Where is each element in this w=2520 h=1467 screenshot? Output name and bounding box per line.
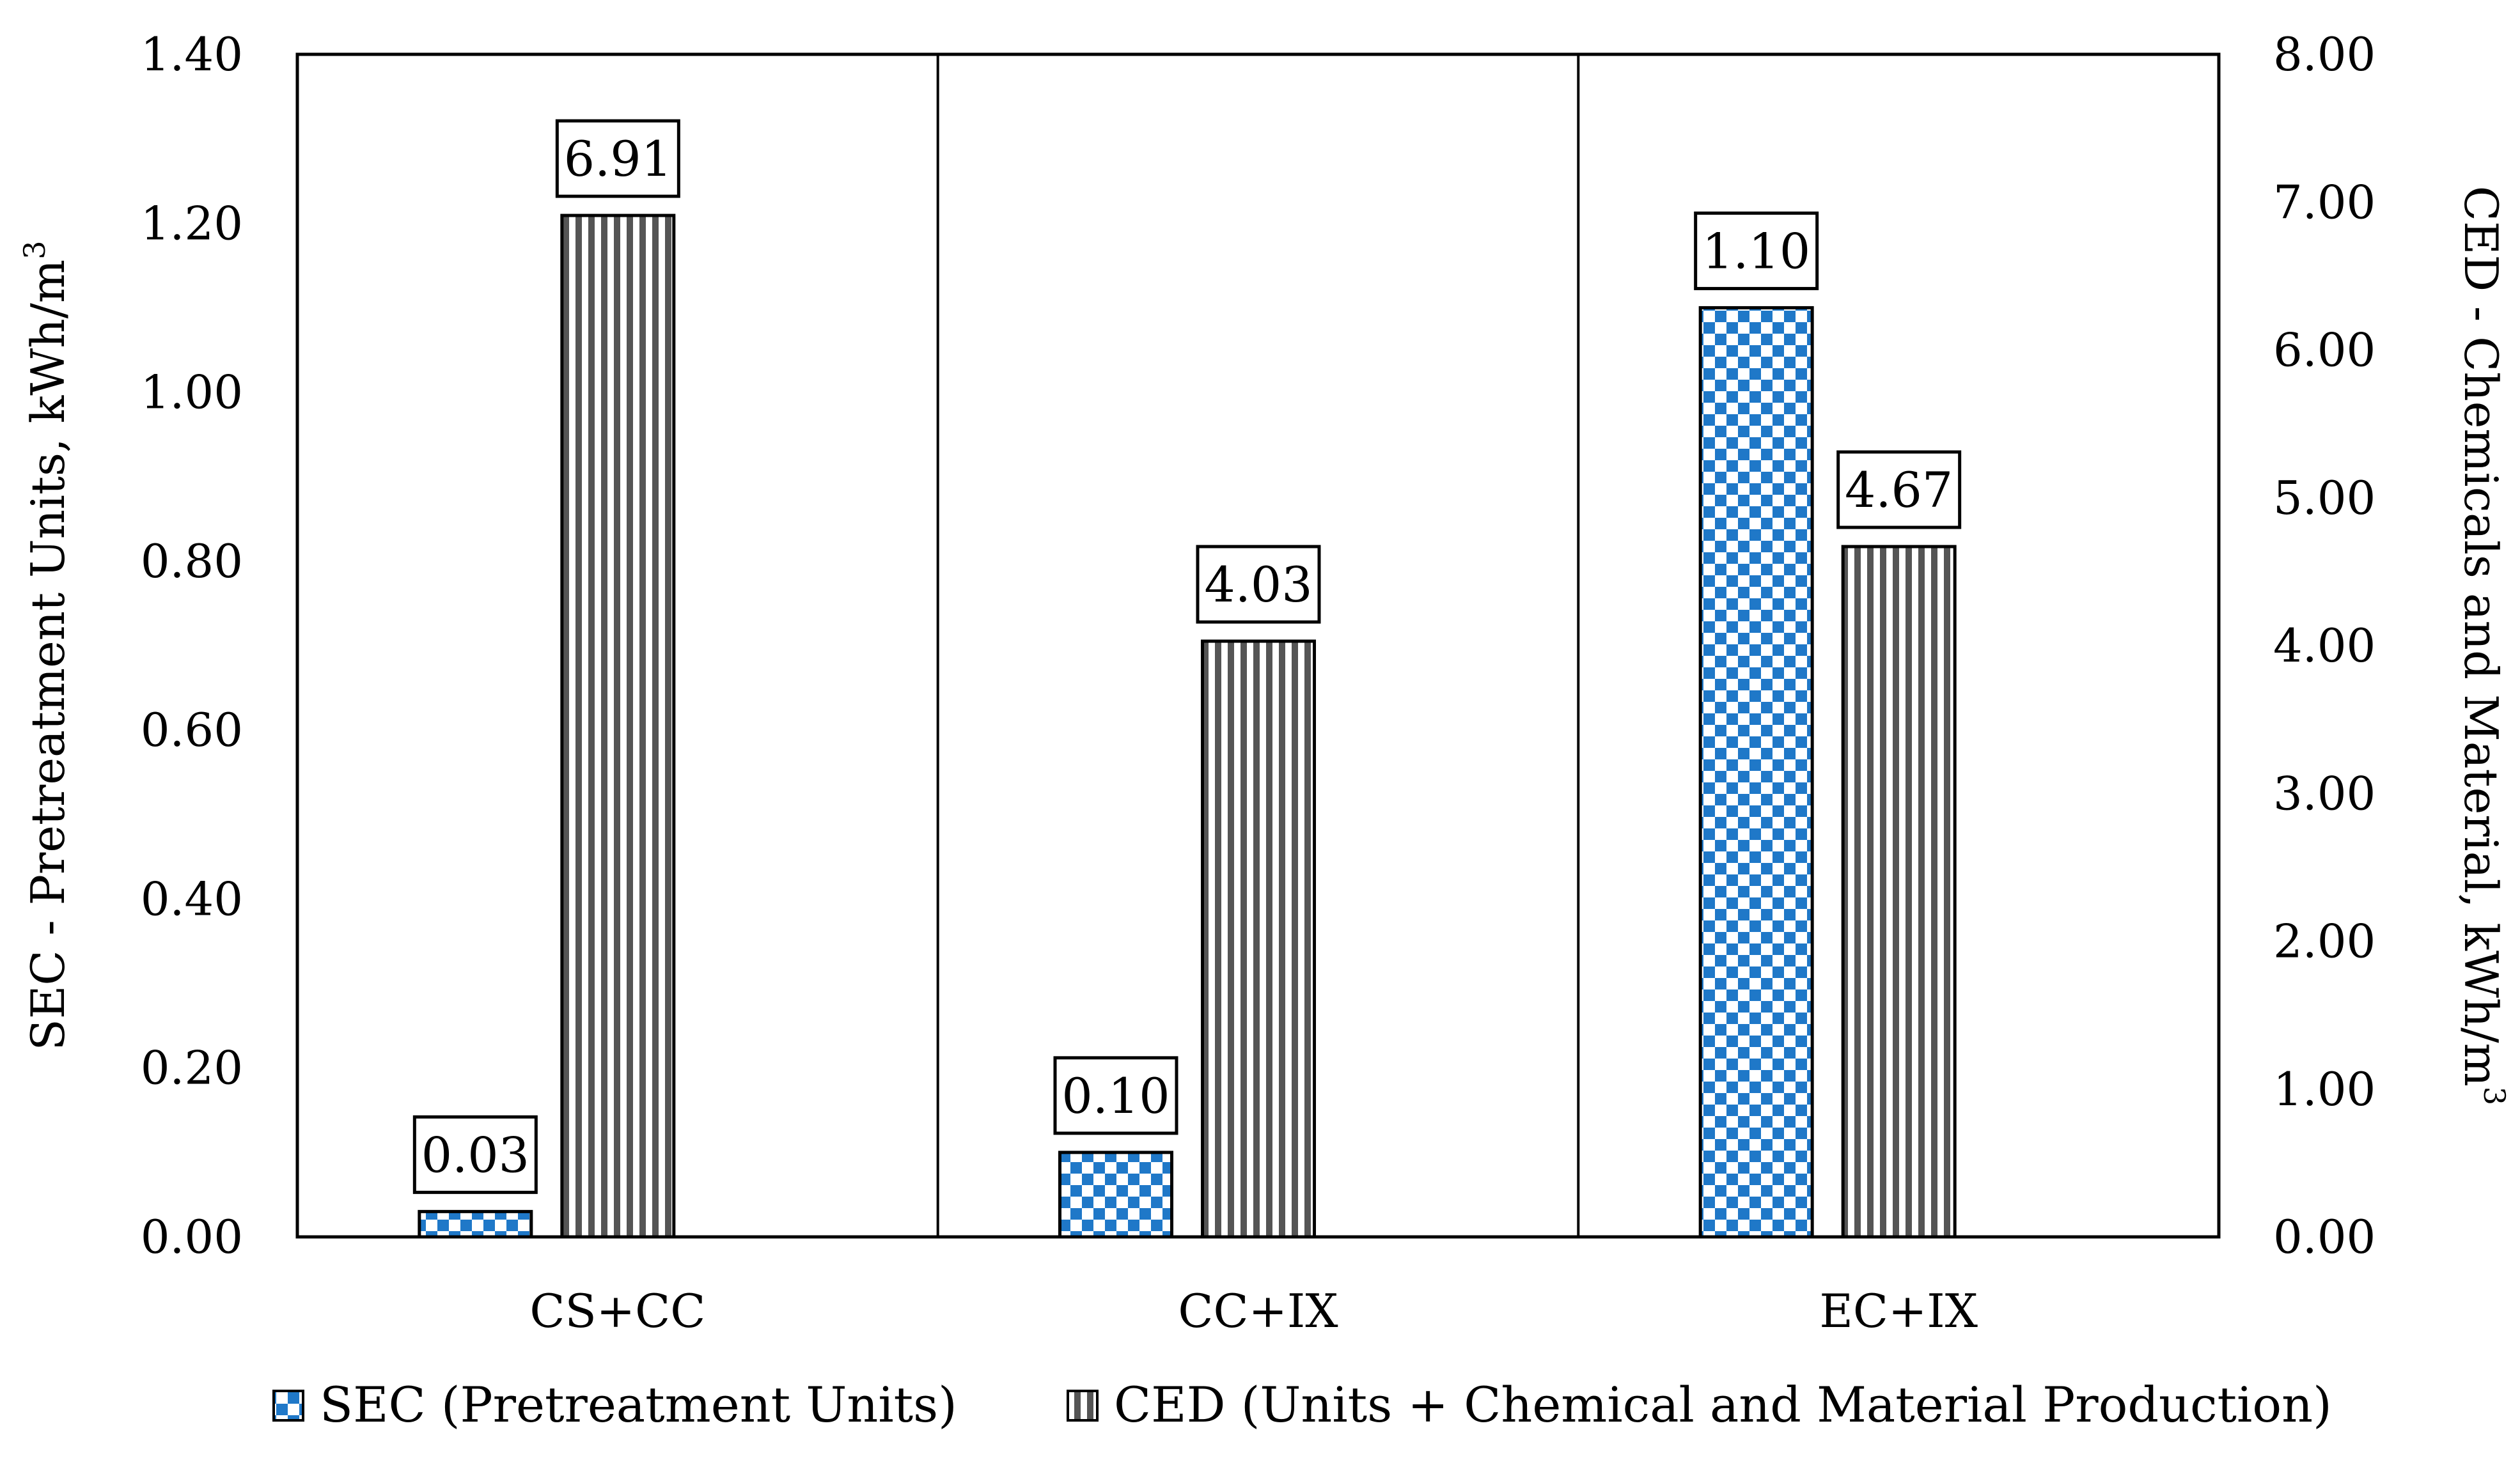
sec-data-label: 0.03 xyxy=(421,1126,529,1183)
data-label-box xyxy=(1836,450,1962,529)
y-right-tick-label: 0.00 xyxy=(2273,1210,2375,1264)
sec-data-label: 0.10 xyxy=(1061,1067,1170,1124)
ced-data-label: 4.03 xyxy=(1204,556,1312,613)
y-right-tick-label: 3.00 xyxy=(2273,766,2375,820)
y-left-tick-label: 0.60 xyxy=(141,703,243,757)
y-left-tick-label: 0.80 xyxy=(141,534,243,588)
data-label-box xyxy=(1196,545,1321,624)
data-labels: 0.03 0.10 1.10 6.91 4.03 4.67 xyxy=(412,119,1962,1194)
ced-data-label: 4.67 xyxy=(1845,462,1953,518)
sec-bar xyxy=(1058,1151,1173,1239)
y-left-tick-label: 1.20 xyxy=(141,196,243,250)
y-right-tick-label: 6.00 xyxy=(2273,323,2375,377)
bars xyxy=(418,213,1957,1239)
y-right-tick-label: 4.00 xyxy=(2273,619,2375,672)
y-left-tick-label: 0.40 xyxy=(141,872,243,926)
sec-bar xyxy=(1698,306,1814,1239)
y-left-tick-label: 0.20 xyxy=(141,1041,243,1095)
ced-bar xyxy=(1201,639,1316,1239)
x-category-label: CC+IX xyxy=(1178,1284,1338,1338)
y-left-tick-label: 0.00 xyxy=(141,1210,243,1264)
data-label-box xyxy=(412,1115,538,1194)
y-left-tick-labels: 0.00 0.20 0.40 0.60 0.80 1.00 1.20 1.40 xyxy=(141,27,243,1264)
legend-swatch-ced xyxy=(1067,1390,1099,1422)
y-right-tick-label: 7.00 xyxy=(2273,175,2375,229)
data-label-box xyxy=(1694,211,1819,290)
x-category-label: CS+CC xyxy=(529,1284,705,1338)
y-right-tick-label: 8.00 xyxy=(2273,27,2375,81)
y-right-axis-title: CED - Chemicals and Material, kWh/m3 xyxy=(2454,186,2512,1105)
y-left-axis-title: SEC - Pretreatment Units, kWh/m3 xyxy=(17,241,75,1051)
legend-label-sec: SEC (Pretreatment Units) xyxy=(320,1376,957,1433)
legend-swatch-sec xyxy=(272,1390,304,1422)
x-category-labels: CS+CC CC+IX EC+IX xyxy=(529,1284,1978,1338)
y-right-tick-label: 5.00 xyxy=(2273,471,2375,525)
data-label-box xyxy=(555,119,680,198)
legend-label-ced: CED (Units + Chemical and Material Produ… xyxy=(1114,1376,2332,1433)
data-label-box xyxy=(1053,1056,1178,1135)
y-left-tick-label: 1.00 xyxy=(141,366,243,419)
legend: SEC (Pretreatment Units) CED (Units + Ch… xyxy=(272,1376,2332,1433)
ced-data-label: 6.91 xyxy=(564,130,672,187)
sec-data-label: 1.10 xyxy=(1702,222,1810,279)
y-right-tick-label: 2.00 xyxy=(2273,915,2375,968)
ced-bar xyxy=(1841,545,1957,1239)
x-category-label: EC+IX xyxy=(1819,1284,1978,1338)
y-left-tick-label: 1.40 xyxy=(141,27,243,81)
sec-bar xyxy=(418,1209,533,1239)
y-right-tick-label: 1.00 xyxy=(2273,1062,2375,1116)
ced-bar xyxy=(560,213,676,1239)
y-right-tick-labels: 0.00 1.00 2.00 3.00 4.00 5.00 6.00 7.00 8.00 xyxy=(2273,27,2375,1264)
